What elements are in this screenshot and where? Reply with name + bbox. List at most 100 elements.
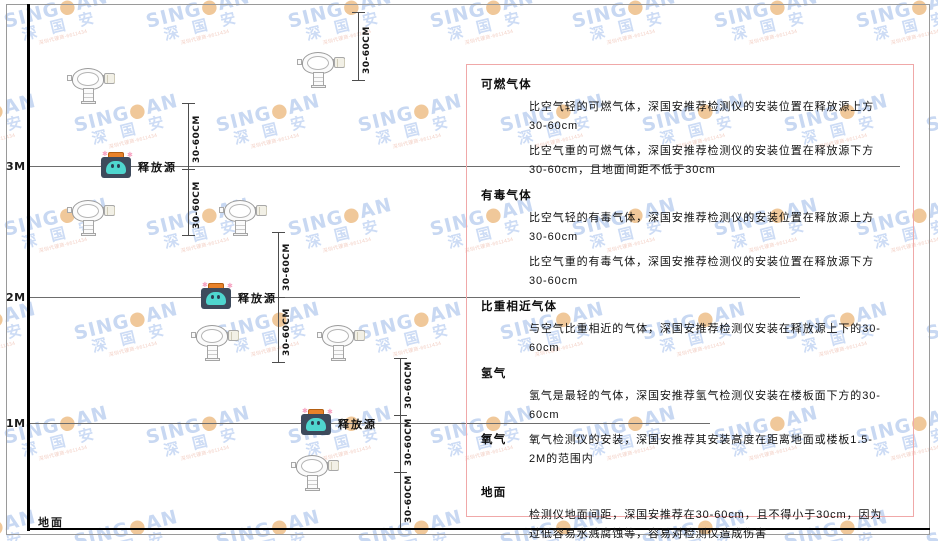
release-source-label: 释放源 bbox=[338, 419, 377, 431]
detector-lug-left bbox=[67, 207, 72, 213]
dimension-tick bbox=[182, 169, 195, 170]
detector-lug-left bbox=[67, 75, 72, 81]
detector-sensor-ring bbox=[327, 329, 349, 343]
section-heading-ground: 地面 bbox=[481, 487, 507, 499]
detector-sensor-ring bbox=[77, 72, 99, 86]
ground-label: 地面 bbox=[38, 517, 64, 529]
dimension-label: 30-60CM bbox=[362, 26, 372, 74]
spark-icon: ✱ bbox=[102, 151, 108, 158]
outer-frame bbox=[6, 4, 930, 535]
spark-icon: ✱ bbox=[302, 408, 308, 415]
detector-stem bbox=[83, 88, 94, 102]
detector-side-module bbox=[256, 205, 267, 216]
detector-side-module bbox=[104, 205, 115, 216]
level-label-3m: 3M bbox=[6, 160, 26, 173]
release-source-icon: ✱✱✱ bbox=[300, 408, 333, 436]
source-eye-left bbox=[311, 421, 314, 425]
detector-side-module bbox=[228, 330, 239, 341]
detector-side-module bbox=[328, 460, 339, 471]
detector-lug-left bbox=[291, 462, 296, 468]
dimension-tick bbox=[272, 362, 285, 363]
detector-stem bbox=[83, 220, 94, 234]
detector-top-left bbox=[66, 68, 116, 104]
spark-icon: ✱ bbox=[327, 409, 333, 416]
detector-foot bbox=[311, 85, 326, 88]
detector-sensor-ring bbox=[201, 329, 223, 343]
detector-foot bbox=[305, 488, 320, 491]
source-eye-right bbox=[217, 295, 220, 299]
dimension-label: 30-60CM bbox=[404, 475, 414, 523]
source-1m: ✱✱✱释放源 bbox=[300, 408, 375, 436]
release-source-label: 释放源 bbox=[138, 162, 177, 174]
detector-mid-left bbox=[66, 200, 116, 236]
source-eye-left bbox=[211, 295, 214, 299]
detector-stem bbox=[313, 72, 324, 86]
section-text-combustible-gas-1: 比空气重的可燃气体，深国安推荐检测仪的安装位置在释放源下方30-60cm，且地面… bbox=[529, 145, 875, 176]
detector-side-module bbox=[104, 73, 115, 84]
section-text-combustible-gas-0: 比空气轻的可燃气体，深国安推荐检测仪的安装位置在释放源上方30-60cm bbox=[529, 101, 875, 132]
spark-icon: ✱ bbox=[127, 152, 133, 159]
release-source-icon: ✱✱✱ bbox=[100, 151, 133, 179]
vertical-axis bbox=[27, 4, 30, 531]
section-heading-oxygen: 氧气 bbox=[481, 434, 507, 446]
detector-top-mid bbox=[296, 52, 346, 88]
release-source-icon: ✱✱✱ bbox=[200, 282, 233, 310]
detector-foot bbox=[331, 358, 346, 361]
panel-section-toxic-gas: 有毒气体 bbox=[481, 186, 897, 206]
info-panel: 可燃气体比空气轻的可燃气体，深国安推荐检测仪的安装位置在释放源上方30-60cm… bbox=[466, 64, 914, 540]
panel-section-hydrogen: 氢气 bbox=[481, 364, 897, 384]
source-eye-right bbox=[117, 164, 120, 168]
section-text-similar-density-gas-0: 与空气比重相近的气体，深国安推荐检测仪安装在释放源上下的30-60cm bbox=[529, 323, 881, 354]
source-lead-line bbox=[30, 297, 200, 298]
detector-sensor-ring bbox=[77, 204, 99, 218]
release-source-label: 释放源 bbox=[238, 293, 277, 305]
section-heading-combustible-gas: 可燃气体 bbox=[481, 79, 532, 91]
dimension-tick bbox=[352, 12, 365, 13]
source-lead-line bbox=[30, 423, 300, 424]
spark-icon: ✱ bbox=[202, 282, 208, 289]
detector-low-left bbox=[190, 325, 240, 361]
ground-axis bbox=[27, 528, 930, 530]
detector-stem bbox=[333, 345, 344, 359]
detector-foot bbox=[81, 101, 96, 104]
dimension-tick bbox=[394, 415, 407, 416]
dimension-line bbox=[400, 358, 401, 529]
detector-sensor-ring bbox=[301, 459, 323, 473]
detector-stem bbox=[235, 220, 246, 234]
detector-stem bbox=[307, 475, 318, 489]
level-label-1m: 1M bbox=[6, 417, 26, 430]
source-2m: ✱✱✱ 释放源 bbox=[200, 282, 275, 310]
dimension-tick bbox=[272, 232, 285, 233]
dimension-line bbox=[358, 12, 359, 80]
dimension-label: 30-60CM bbox=[282, 308, 292, 356]
source-screen bbox=[306, 418, 326, 431]
dimension-tick bbox=[182, 103, 195, 104]
dimension-tick bbox=[352, 80, 365, 81]
detector-lug-left bbox=[219, 207, 224, 213]
dimension-label: 30-60CM bbox=[192, 115, 202, 163]
dimension-label: 30-60CM bbox=[282, 243, 292, 291]
detector-lug-left bbox=[191, 332, 196, 338]
source-eye-right bbox=[317, 421, 320, 425]
section-heading-toxic-gas: 有毒气体 bbox=[481, 190, 532, 202]
level-line-3m bbox=[30, 166, 900, 167]
source-3m: ✱✱✱释放源 bbox=[100, 151, 175, 179]
detector-sensor-ring bbox=[307, 56, 329, 70]
panel-section-oxygen: 氧气 氧气检测仪的安装，深国安推荐其安装高度在距离地面或楼板1.5-2M的范围内 bbox=[481, 431, 897, 469]
detector-sensor-ring bbox=[229, 204, 251, 218]
source-screen bbox=[106, 161, 126, 174]
detector-lug-left bbox=[297, 59, 302, 65]
panel-section-ground: 地面 bbox=[481, 483, 897, 503]
detector-side-module bbox=[354, 330, 365, 341]
panel-section-similar-density-gas: 比重相近气体 bbox=[481, 297, 897, 317]
level-label-2m: 2M bbox=[6, 291, 26, 304]
detector-side-module bbox=[334, 57, 345, 68]
detector-mid-right bbox=[218, 200, 268, 236]
dimension-tick bbox=[394, 472, 407, 473]
detector-foot bbox=[233, 233, 248, 236]
section-text-oxygen-0: 氧气检测仪的安装，深国安推荐其安装高度在距离地面或楼板1.5-2M的范围内 bbox=[529, 434, 873, 465]
detector-foot bbox=[205, 358, 220, 361]
detector-lug-left bbox=[317, 332, 322, 338]
dimension-label: 30-60CM bbox=[192, 181, 202, 229]
